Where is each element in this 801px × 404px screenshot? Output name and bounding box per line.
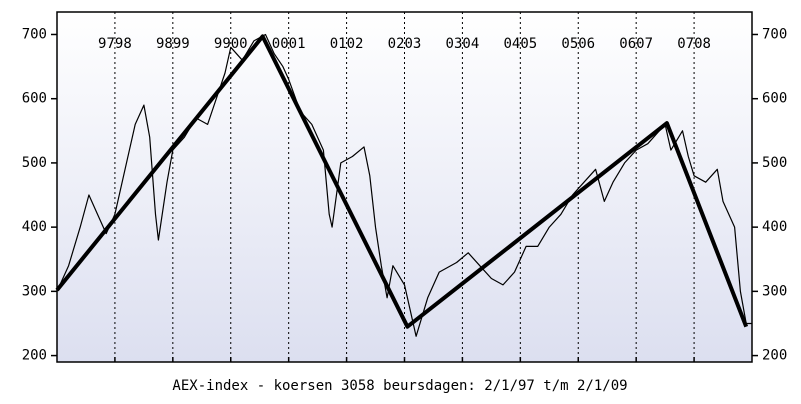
y-tick-label: 700 bbox=[22, 26, 47, 42]
x-tick-label: 0405 bbox=[503, 36, 537, 52]
x-tick-label: 0102 bbox=[330, 36, 364, 52]
x-tick-label: 0607 bbox=[619, 36, 653, 52]
chart-title: AEX-index - koersen 3058 beursdagen: 2/1… bbox=[172, 378, 627, 394]
y-tick-label-right: 200 bbox=[762, 348, 787, 364]
x-tick-label: 0506 bbox=[561, 36, 595, 52]
x-tick-label: 9899 bbox=[156, 36, 190, 52]
data-line bbox=[55, 34, 749, 329]
y-tick-label: 500 bbox=[22, 155, 47, 171]
y-tick-label: 300 bbox=[22, 283, 47, 299]
y-tick-label: 600 bbox=[22, 91, 47, 107]
y-tick-label: 400 bbox=[22, 219, 47, 235]
x-tick-label: 0708 bbox=[677, 36, 711, 52]
x-tick-label: 0203 bbox=[388, 36, 422, 52]
y-tick-label: 200 bbox=[22, 348, 47, 364]
y-tick-label-right: 500 bbox=[762, 155, 787, 171]
x-tick-label: 0001 bbox=[272, 36, 306, 52]
y-tick-label-right: 300 bbox=[762, 283, 787, 299]
x-tick-label: 9900 bbox=[214, 36, 248, 52]
x-tick-label: 9798 bbox=[98, 36, 132, 52]
y-tick-label-right: 400 bbox=[762, 219, 787, 235]
y-tick-label-right: 600 bbox=[762, 91, 787, 107]
x-tick-label: 0304 bbox=[446, 36, 480, 52]
y-tick-label-right: 700 bbox=[762, 26, 787, 42]
